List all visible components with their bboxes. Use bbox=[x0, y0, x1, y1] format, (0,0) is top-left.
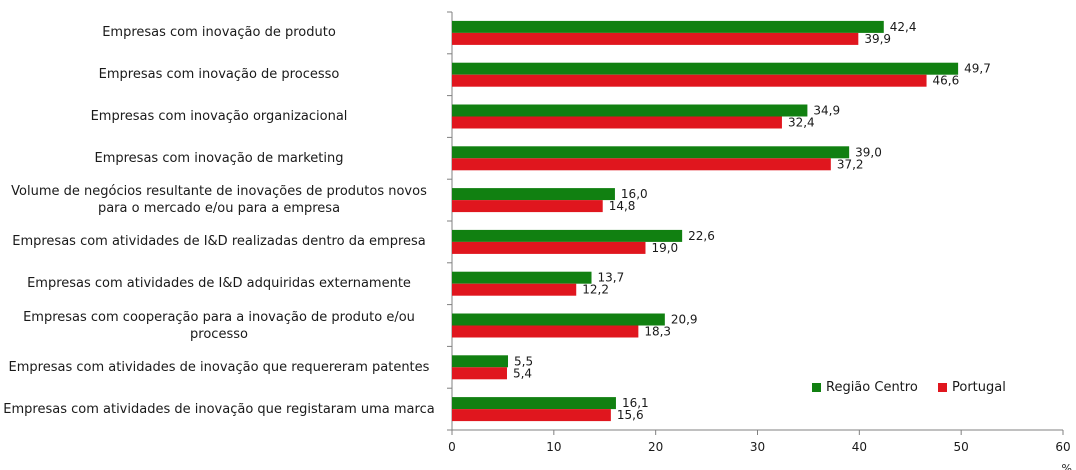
category-label: Empresas com inovação de processo bbox=[98, 67, 340, 83]
bar-portugal bbox=[452, 325, 639, 338]
x-tick-label: 0 bbox=[448, 440, 456, 454]
data-label: 39,9 bbox=[864, 32, 891, 46]
data-label: 12,2 bbox=[582, 283, 609, 297]
x-tick-label: 10 bbox=[546, 440, 561, 454]
category-label: Empresas com inovação organizacional bbox=[90, 109, 348, 124]
category-label: Empresas com atividades de I&D adquirida… bbox=[27, 276, 411, 292]
category-label: Empresas com cooperação para a inovação … bbox=[23, 309, 415, 342]
x-tick-label: 50 bbox=[954, 440, 969, 454]
data-label: 34,9 bbox=[813, 104, 840, 118]
data-label: 5,5 bbox=[514, 354, 533, 368]
bar-portugal bbox=[452, 367, 507, 380]
data-label: 42,4 bbox=[890, 20, 917, 34]
legend-item: Portugal bbox=[938, 380, 1006, 395]
data-label: 5,4 bbox=[513, 366, 532, 380]
data-label: 39,0 bbox=[855, 145, 882, 159]
category-label: Empresas com atividades de I&D realizada… bbox=[12, 234, 426, 250]
bar-regiao-centro bbox=[452, 104, 808, 117]
data-label: 16,1 bbox=[622, 396, 649, 410]
category-label: Volume de negócios resultante de inovaçõ… bbox=[11, 184, 427, 217]
data-label: 13,7 bbox=[598, 271, 625, 285]
category-label: Empresas com inovação de marketing bbox=[94, 150, 344, 166]
category-label: Empresas com atividades de inovação que … bbox=[8, 359, 430, 375]
bar-regiao-centro bbox=[452, 20, 884, 33]
x-tick-label: 20 bbox=[648, 440, 663, 454]
legend-label: Região Centro bbox=[826, 380, 918, 395]
data-label: 18,3 bbox=[644, 325, 671, 339]
bar-portugal bbox=[452, 409, 611, 422]
bar-regiao-centro bbox=[452, 355, 509, 368]
data-label: 19,0 bbox=[651, 241, 678, 255]
bar-regiao-centro bbox=[452, 229, 683, 242]
x-tick-label: 30 bbox=[750, 440, 765, 454]
bar-portugal bbox=[452, 283, 577, 296]
legend-label: Portugal bbox=[952, 380, 1006, 395]
bar-regiao-centro bbox=[452, 397, 616, 410]
data-label: 20,9 bbox=[671, 313, 698, 327]
bar-regiao-centro bbox=[452, 146, 850, 159]
legend-swatch bbox=[812, 383, 821, 392]
data-label: 49,7 bbox=[964, 62, 991, 76]
x-tick-label: 60 bbox=[1055, 440, 1070, 454]
data-label: 32,4 bbox=[788, 116, 815, 130]
category-label: Empresas com atividades de inovação que … bbox=[3, 401, 435, 417]
data-label: 37,2 bbox=[837, 157, 864, 171]
bar-portugal bbox=[452, 116, 782, 129]
bar-portugal bbox=[452, 200, 603, 213]
bar-regiao-centro bbox=[452, 271, 592, 284]
data-label: 16,0 bbox=[621, 187, 648, 201]
x-axis-unit: % bbox=[1062, 462, 1072, 470]
x-tick-label: 40 bbox=[852, 440, 867, 454]
bar-regiao-centro bbox=[452, 313, 665, 326]
bar-portugal bbox=[452, 74, 927, 87]
bar-portugal bbox=[452, 158, 831, 171]
data-label: 15,6 bbox=[617, 408, 644, 422]
legend-item: Região Centro bbox=[812, 380, 918, 395]
bar-portugal bbox=[452, 32, 859, 45]
bar-regiao-centro bbox=[452, 188, 615, 201]
bar-regiao-centro bbox=[452, 62, 959, 75]
data-label: 14,8 bbox=[609, 199, 636, 213]
legend-swatch bbox=[938, 383, 947, 392]
data-label: 22,6 bbox=[688, 229, 715, 243]
data-label: 46,6 bbox=[933, 74, 960, 88]
category-label: Empresas com inovação de produto bbox=[102, 25, 336, 41]
bar-portugal bbox=[452, 241, 646, 254]
